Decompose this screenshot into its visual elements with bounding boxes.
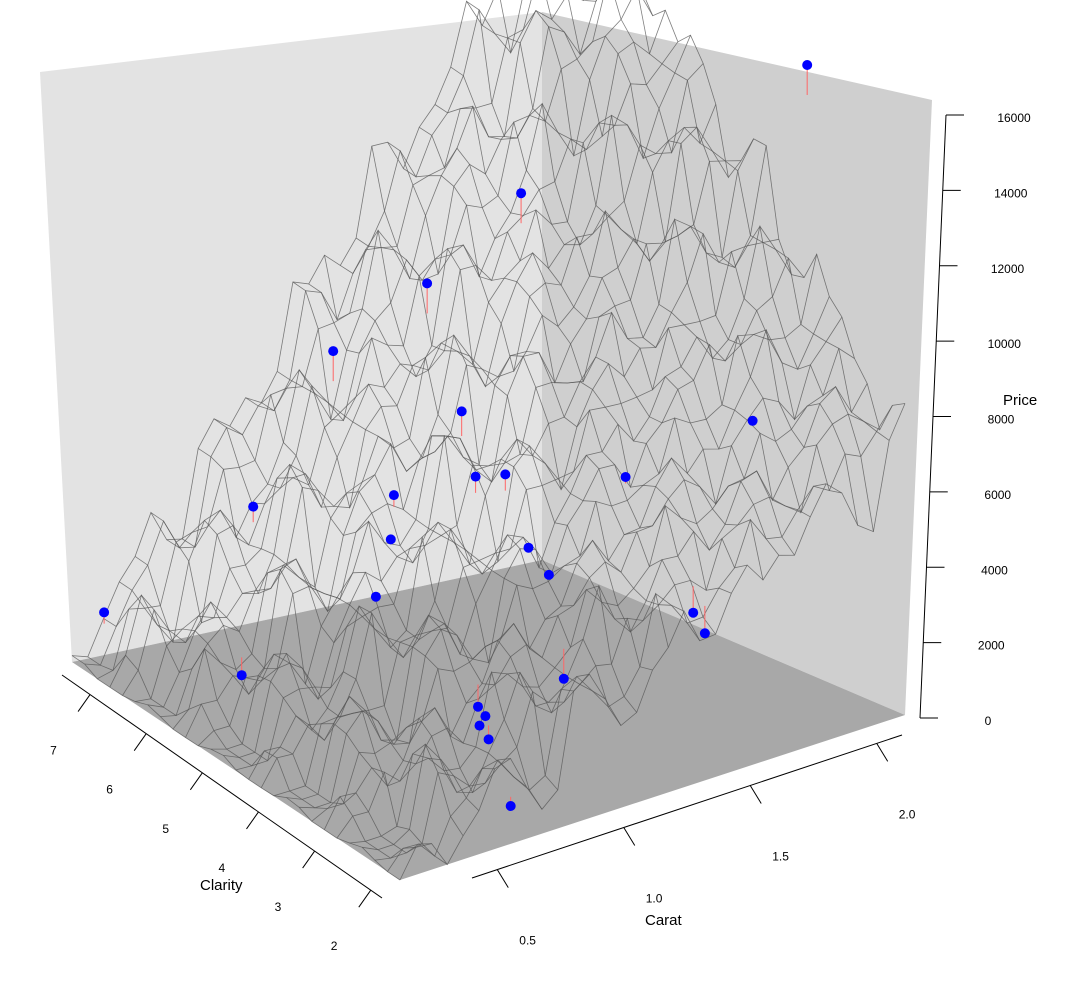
clarity-tick-label: 3 [275,900,282,914]
data-point [620,472,631,482]
mesh-line-carat [546,0,842,494]
surface-mesh [71,0,906,881]
data-points [99,60,813,811]
mesh-line-carat [387,141,716,635]
data-point [385,534,396,545]
mesh-line-carat [324,255,653,671]
data-point [99,607,110,618]
clarity-tick-label: 6 [106,783,113,797]
data-point [236,670,247,681]
data-point [688,607,699,618]
mesh-line-carat [150,512,480,811]
data-point [543,569,554,580]
clarity-tick [246,811,259,830]
data-point [473,701,483,712]
data-point [523,542,534,553]
clarity-axis-title: Clarity [200,877,243,894]
mesh-line-carat [340,229,669,648]
data-point [699,628,710,639]
mesh-line-carat [229,425,559,791]
mesh-line-carat [355,237,685,612]
data-point [558,673,569,684]
data-point [422,278,433,289]
data-point [505,801,516,811]
carat-tick-label: 2.0 [899,807,916,821]
data-point [248,501,259,512]
mesh-line-carat [276,371,606,700]
price-tick-label: 4000 [981,563,1008,577]
mesh-line-carat [103,594,432,854]
data-point [370,591,381,602]
clarity-tick-label: 2 [331,939,338,953]
data-point [747,415,758,426]
mesh-line-carat [134,556,464,837]
carat-tick-label: 1.0 [646,892,663,906]
mesh-line-carat [466,0,795,556]
data-point [500,469,511,480]
carat-axis-ticks: 0.5 1.0 1.5 2.0 [496,743,916,948]
carat-tick [623,827,636,846]
clarity-tick-label: 4 [218,861,225,875]
mesh-line-carat [499,0,827,514]
data-point [516,188,527,199]
price-tick-label: 10000 [988,337,1022,351]
clarity-tick [302,850,316,869]
clarity-tick [358,889,372,908]
mesh-line-carat [182,509,511,794]
carat-tick-label: 1.5 [772,849,789,863]
clarity-tick-label: 5 [162,822,169,836]
back-left-panel [40,12,542,662]
data-point [474,720,485,731]
data-point [456,406,467,417]
mesh-line-carat [213,418,543,810]
data-point [802,60,813,70]
data-point [480,711,491,722]
mesh-line-carat [71,655,401,881]
mesh-line-carat [166,519,495,793]
carat-axis-line [471,734,903,879]
carat-tick [876,743,889,762]
price-tick-label: 2000 [978,639,1005,653]
mesh-line-carat [87,654,416,859]
price-tick-label: 14000 [994,186,1028,200]
price-tick-label: 16000 [997,111,1031,125]
clarity-tick-label: 7 [50,744,57,758]
mesh-line-carat [568,0,859,526]
mesh-line-carat [482,25,811,518]
mesh-line-carat [292,281,622,726]
carat-axis-title: Carat [645,912,683,929]
mesh-line-carat [261,369,590,714]
price-axis-title: Price [1003,392,1037,409]
price-tick-label: 0 [985,714,992,728]
mesh-line-carat [418,126,748,569]
price-tick-label: 12000 [991,262,1025,276]
mesh-line-carat [371,146,701,642]
mesh-line-carat [434,104,764,581]
mesh-line-carat [582,0,874,532]
mesh-line-carat [308,283,638,713]
data-point [483,734,494,745]
mesh-line-carat [245,393,574,707]
mesh-line-carat [645,0,906,431]
mesh-line-carat [403,168,732,594]
mesh-line-carat [197,448,527,787]
mesh-line-carat [450,66,780,556]
data-point [388,490,399,501]
mesh-line-carat [119,581,448,865]
price-tick-label: 8000 [988,413,1015,427]
data-point [470,471,481,482]
clarity-tick [133,733,147,751]
carat-tick [749,785,762,804]
carat-tick [496,869,509,888]
carat-tick-label: 0.5 [519,934,536,948]
price-axis-ticks: 0 2000 4000 6000 8000 10000 12000 14000 16000 [920,111,1031,728]
price-tick-label: 6000 [984,488,1011,502]
clarity-axis-line [61,674,383,899]
data-point [328,346,339,357]
clarity-axis-ticks: 2 3 4 5 6 7 [50,694,372,953]
clarity-tick [77,694,91,712]
clarity-tick [189,772,203,791]
